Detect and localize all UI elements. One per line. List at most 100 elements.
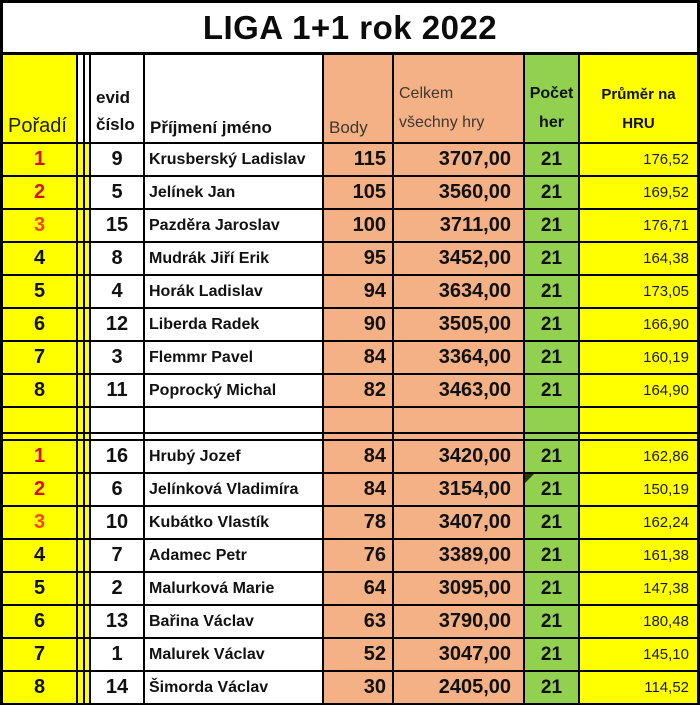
body-cell: 30 (324, 672, 394, 705)
rank-cell: 1 (3, 441, 78, 474)
pocet-cell: 21 (525, 507, 580, 540)
prumer-cell: 162,24 (580, 507, 697, 540)
pocet-cell: 21 (525, 276, 580, 309)
evid-cell: 12 (91, 309, 145, 342)
body-cell: 63 (324, 606, 394, 639)
body-cell: 105 (324, 177, 394, 210)
rank-cell: 2 (3, 177, 78, 210)
spacer-cell (324, 408, 394, 441)
gap-cell (78, 540, 91, 573)
celkem-cell: 3634,00 (394, 276, 525, 309)
body-cell: 115 (324, 144, 394, 177)
evid-cell: 1 (91, 639, 145, 672)
body-cell: 95 (324, 243, 394, 276)
rank-cell: 5 (3, 573, 78, 606)
rank-cell: 6 (3, 309, 78, 342)
rank-cell: 4 (3, 540, 78, 573)
name-cell: Liberda Radek (145, 309, 324, 342)
gap-cell (78, 474, 91, 507)
prumer-cell: 176,52 (580, 144, 697, 177)
header-gap-column (78, 55, 91, 144)
name-cell: Mudrák Jiří Erik (145, 243, 324, 276)
name-cell: Flemmr Pavel (145, 342, 324, 375)
pocet-cell: 21 (525, 342, 580, 375)
rank-cell: 6 (3, 606, 78, 639)
pocet-cell: 21 (525, 177, 580, 210)
header-pocet-her: Počet her (525, 55, 580, 144)
gap-cell (78, 243, 91, 276)
rank-cell: 2 (3, 474, 78, 507)
body-cell: 84 (324, 342, 394, 375)
celkem-cell: 3095,00 (394, 573, 525, 606)
header-prijmeni-jmeno: Příjmení jméno (145, 55, 324, 144)
name-cell: Hrubý Jozef (145, 441, 324, 474)
body-cell: 84 (324, 441, 394, 474)
celkem-cell: 3707,00 (394, 144, 525, 177)
prumer-cell: 161,38 (580, 540, 697, 573)
name-cell: Adamec Petr (145, 540, 324, 573)
evid-cell: 6 (91, 474, 145, 507)
cell-corner-marker (525, 474, 534, 483)
pocet-cell: 21 (525, 540, 580, 573)
prumer-cell: 160,19 (580, 342, 697, 375)
name-cell: Bařina Václav (145, 606, 324, 639)
header-prumer-na-hru: Průměr na HRU (580, 55, 697, 144)
pocet-cell: 21 (525, 639, 580, 672)
pocet-cell: 21 (525, 606, 580, 639)
prumer-cell: 166,90 (580, 309, 697, 342)
gap-cell (78, 309, 91, 342)
celkem-cell: 3505,00 (394, 309, 525, 342)
celkem-cell: 3560,00 (394, 177, 525, 210)
prumer-cell: 150,19 (580, 474, 697, 507)
celkem-cell: 3154,00 (394, 474, 525, 507)
header-body: Body (324, 55, 394, 144)
spacer-cell (580, 408, 697, 441)
pocet-cell: 21 (525, 375, 580, 408)
prumer-cell: 169,52 (580, 177, 697, 210)
name-cell: Horák Ladislav (145, 276, 324, 309)
name-cell: Krusberský Ladislav (145, 144, 324, 177)
header-evid-cislo: evid číslo (91, 55, 145, 144)
evid-cell: 16 (91, 441, 145, 474)
pocet-cell: 21 (525, 573, 580, 606)
celkem-cell: 3420,00 (394, 441, 525, 474)
header-celkem-vsechny-hry: Celkem všechny hry (394, 55, 525, 144)
name-cell: Kubátko Vlastík (145, 507, 324, 540)
gap-cell (78, 144, 91, 177)
prumer-cell: 173,05 (580, 276, 697, 309)
rank-cell: 3 (3, 507, 78, 540)
gap-cell (78, 573, 91, 606)
name-cell: Šimorda Václav (145, 672, 324, 705)
gap-cell (78, 606, 91, 639)
prumer-cell: 164,90 (580, 375, 697, 408)
celkem-cell: 3047,00 (394, 639, 525, 672)
header-poradi: Pořadí (3, 55, 78, 144)
rank-cell: 1 (3, 144, 78, 177)
body-cell: 82 (324, 375, 394, 408)
pocet-cell: 21 (525, 672, 580, 705)
name-cell: Malurek Václav (145, 639, 324, 672)
table-title: LIGA 1+1 rok 2022 (0, 0, 700, 55)
name-cell: Jelínková Vladimíra (145, 474, 324, 507)
rank-cell: 7 (3, 342, 78, 375)
evid-cell: 3 (91, 342, 145, 375)
evid-cell: 15 (91, 210, 145, 243)
prumer-cell: 145,10 (580, 639, 697, 672)
celkem-cell: 3389,00 (394, 540, 525, 573)
evid-cell: 8 (91, 243, 145, 276)
celkem-cell: 3790,00 (394, 606, 525, 639)
rank-cell: 8 (3, 672, 78, 705)
gap-cell (78, 507, 91, 540)
celkem-cell: 3711,00 (394, 210, 525, 243)
pocet-cell: 21 (525, 441, 580, 474)
prumer-cell: 162,86 (580, 441, 697, 474)
spacer-cell (145, 408, 324, 441)
spacer-cell (525, 408, 580, 441)
name-cell: Malurková Marie (145, 573, 324, 606)
gap-cell (78, 672, 91, 705)
evid-cell: 5 (91, 177, 145, 210)
pocet-cell: 21 (525, 243, 580, 276)
pocet-cell: 21 (525, 309, 580, 342)
celkem-cell: 3407,00 (394, 507, 525, 540)
